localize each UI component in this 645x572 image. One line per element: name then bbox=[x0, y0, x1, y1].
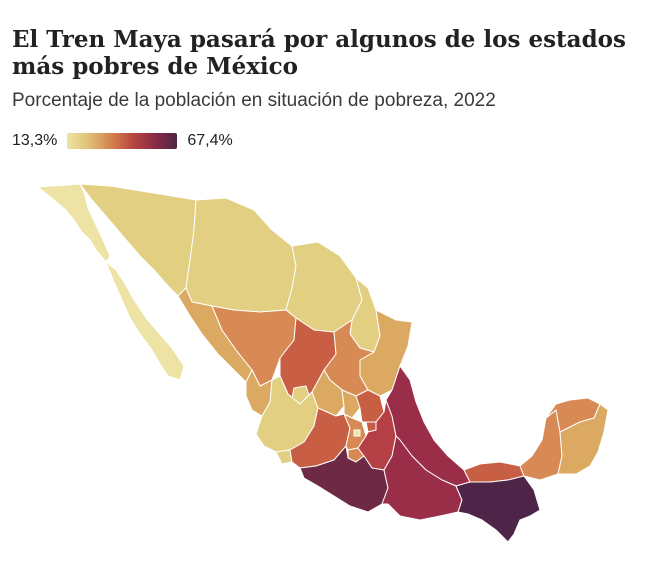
color-legend: 13,3% 67,4% bbox=[12, 130, 233, 152]
chart-subtitle: Porcentaje de la población en situación … bbox=[12, 90, 496, 111]
state-chiapas bbox=[455, 475, 541, 543]
legend-gradient-bar bbox=[67, 133, 178, 149]
state-baja-california-sur bbox=[105, 261, 185, 381]
legend-max-label: 67,4% bbox=[187, 132, 233, 149]
state-cdmx bbox=[353, 429, 361, 437]
legend-min-label: 13,3% bbox=[12, 132, 58, 149]
state-quintana-roo bbox=[557, 403, 609, 475]
state-chihuahua bbox=[185, 197, 297, 313]
mexico-map bbox=[37, 183, 609, 543]
state-campeche bbox=[519, 409, 563, 481]
chart-title: El Tren Maya pasará por algunos de los e… bbox=[12, 26, 626, 80]
state-sonora bbox=[79, 183, 197, 297]
state-colima bbox=[275, 449, 293, 465]
